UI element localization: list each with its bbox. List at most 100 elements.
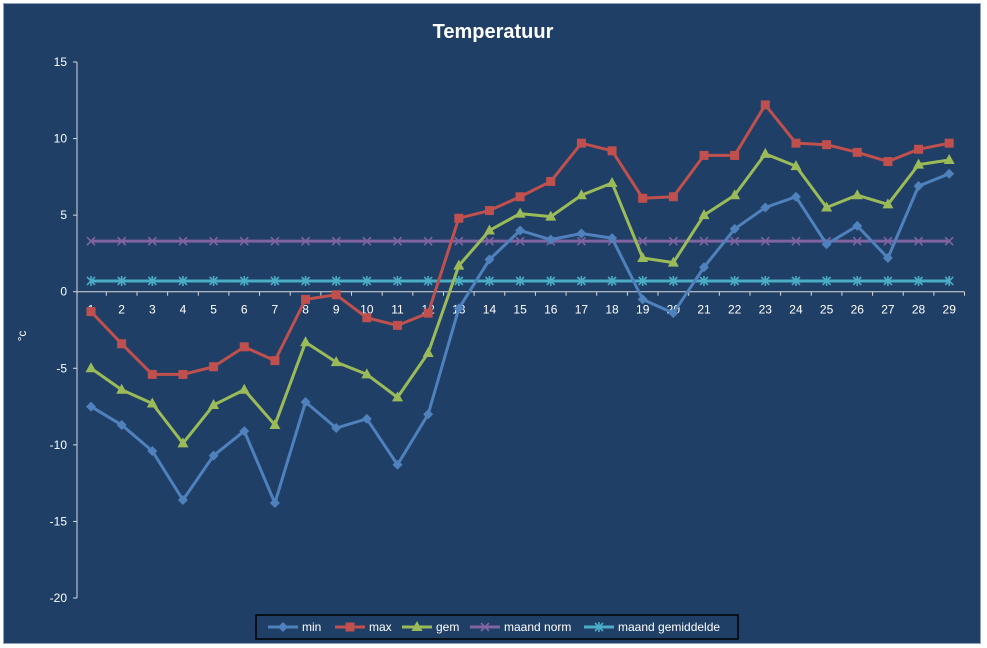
data-point (423, 236, 433, 246)
data-point (607, 275, 617, 286)
data-point (515, 225, 526, 236)
data-point (575, 189, 587, 200)
data-point (637, 294, 648, 305)
data-point (546, 275, 556, 286)
x-tick-label: 2 (118, 303, 125, 317)
y-tick-label: -20 (50, 591, 68, 605)
series-line (89, 103, 950, 376)
data-point (852, 220, 863, 231)
data-point (668, 192, 678, 202)
y-tick-label: 0 (60, 285, 67, 299)
x-tick-label: 26 (851, 303, 865, 317)
legend: min max gem maand norm maand gemiddelde (255, 614, 739, 640)
data-point (729, 223, 740, 234)
data-point (483, 224, 495, 235)
data-point (392, 236, 403, 246)
data-point (576, 275, 586, 286)
data-point (759, 147, 771, 158)
data-point (116, 419, 127, 430)
data-point (943, 154, 955, 165)
data-point (178, 369, 188, 379)
data-point (851, 189, 863, 200)
data-point (699, 275, 709, 286)
data-point (791, 236, 801, 246)
data-point (453, 259, 465, 270)
data-point (791, 275, 801, 286)
data-point (239, 342, 249, 352)
data-point (86, 401, 96, 412)
data-point (116, 383, 128, 394)
series-gem (85, 147, 955, 448)
data-point (362, 275, 372, 286)
x-tick-label: 6 (241, 303, 248, 317)
x-tick-label: 8 (302, 303, 309, 317)
data-point (484, 206, 494, 216)
data-point (300, 336, 312, 347)
data-point (760, 275, 770, 286)
x-tick-label: 14 (483, 303, 497, 317)
legend-marker (278, 622, 288, 632)
x-tick-label: 27 (881, 303, 895, 317)
data-point (576, 236, 586, 246)
series-line (90, 172, 950, 505)
data-point (300, 275, 311, 286)
data-point (730, 150, 740, 160)
data-point (117, 339, 127, 349)
data-point (944, 236, 954, 246)
data-point (484, 236, 495, 246)
data-point (178, 236, 188, 246)
data-point (331, 236, 341, 246)
data-point (238, 383, 250, 394)
data-point (638, 193, 648, 203)
x-tick-label: 23 (759, 303, 773, 317)
data-point (699, 262, 709, 273)
series-max (86, 100, 954, 379)
data-point (637, 252, 649, 263)
data-point (147, 275, 157, 286)
legend-label: min (302, 620, 321, 634)
chart-frame: Temperatuur 151050-5-10-15-20°c123456789… (3, 3, 981, 644)
data-point (361, 413, 372, 424)
data-point (698, 209, 710, 220)
legend-label: maand norm (504, 620, 571, 634)
x-tick-label: 24 (789, 303, 803, 317)
data-point (85, 362, 97, 373)
x-tick-label: 5 (210, 303, 217, 317)
legend-entry: gem (402, 620, 459, 634)
data-point (239, 236, 249, 246)
data-point (331, 423, 342, 434)
legend-entry: maand norm (470, 620, 571, 634)
data-point (146, 397, 158, 408)
data-point (147, 445, 158, 456)
chart-title: Temperatuur (433, 21, 554, 43)
data-point (86, 275, 96, 286)
data-point (760, 100, 770, 110)
data-point (914, 144, 924, 154)
x-tick-label: 7 (272, 303, 279, 317)
x-tick-label: 22 (728, 303, 742, 317)
data-point (699, 150, 709, 160)
data-point (362, 236, 372, 246)
data-point (392, 459, 403, 470)
data-point (668, 308, 679, 319)
legend-marker (411, 621, 423, 631)
x-tick-label: 28 (912, 303, 926, 317)
x-tick-label: 17 (575, 303, 589, 317)
legend-marker (594, 622, 604, 632)
data-point (790, 160, 802, 171)
x-tick-label: 16 (544, 303, 558, 317)
data-point (576, 138, 586, 148)
x-tick-label: 10 (360, 303, 374, 317)
data-point (852, 275, 862, 286)
x-tick-label: 29 (943, 303, 957, 317)
data-point (883, 236, 893, 246)
data-point (484, 275, 495, 286)
y-tick-label: 10 (54, 132, 68, 146)
data-point (913, 275, 924, 286)
data-point (822, 140, 832, 150)
data-point (269, 498, 280, 509)
data-point (178, 275, 188, 286)
legend-label: maand gemiddelde (618, 620, 720, 634)
data-point (454, 236, 464, 246)
data-point (269, 418, 281, 429)
